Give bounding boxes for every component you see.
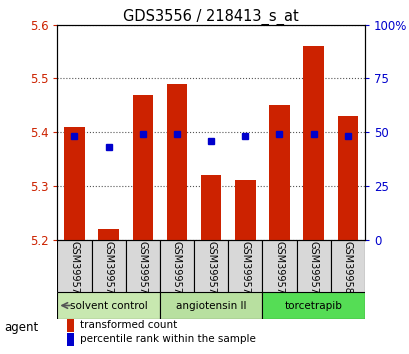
Bar xyxy=(57,240,91,292)
Text: GSM399572: GSM399572 xyxy=(69,241,79,300)
Bar xyxy=(228,240,262,292)
Text: GSM399580: GSM399580 xyxy=(342,241,352,300)
Bar xyxy=(296,240,330,292)
Text: GSM399579: GSM399579 xyxy=(308,241,318,300)
Bar xyxy=(193,240,228,292)
Text: GSM399576: GSM399576 xyxy=(206,241,216,300)
Text: agent: agent xyxy=(4,321,38,334)
Bar xyxy=(132,95,153,240)
Text: solvent control: solvent control xyxy=(70,301,147,310)
Text: GSM399578: GSM399578 xyxy=(274,241,284,300)
Bar xyxy=(91,240,126,292)
Bar xyxy=(166,84,187,240)
Text: GSM399574: GSM399574 xyxy=(137,241,148,300)
Bar xyxy=(57,292,160,319)
Bar xyxy=(262,240,296,292)
Text: percentile rank within the sample: percentile rank within the sample xyxy=(80,334,256,344)
Bar xyxy=(64,127,85,240)
Bar xyxy=(98,229,119,240)
Bar xyxy=(330,240,364,292)
Bar xyxy=(262,292,364,319)
Text: GSM399577: GSM399577 xyxy=(240,241,250,300)
Bar xyxy=(67,319,74,332)
Bar xyxy=(269,105,289,240)
Bar xyxy=(160,240,193,292)
Bar xyxy=(160,292,262,319)
Text: transformed count: transformed count xyxy=(80,320,177,330)
Bar xyxy=(337,116,357,240)
Text: angiotensin II: angiotensin II xyxy=(175,301,246,310)
Bar xyxy=(303,46,323,240)
Bar xyxy=(234,181,255,240)
Bar xyxy=(200,175,221,240)
Bar xyxy=(126,240,160,292)
Text: GSM399575: GSM399575 xyxy=(171,241,182,300)
Text: torcetrapib: torcetrapib xyxy=(284,301,342,310)
Text: GSM399573: GSM399573 xyxy=(103,241,113,300)
Bar xyxy=(67,333,74,346)
Title: GDS3556 / 218413_s_at: GDS3556 / 218413_s_at xyxy=(123,8,298,25)
